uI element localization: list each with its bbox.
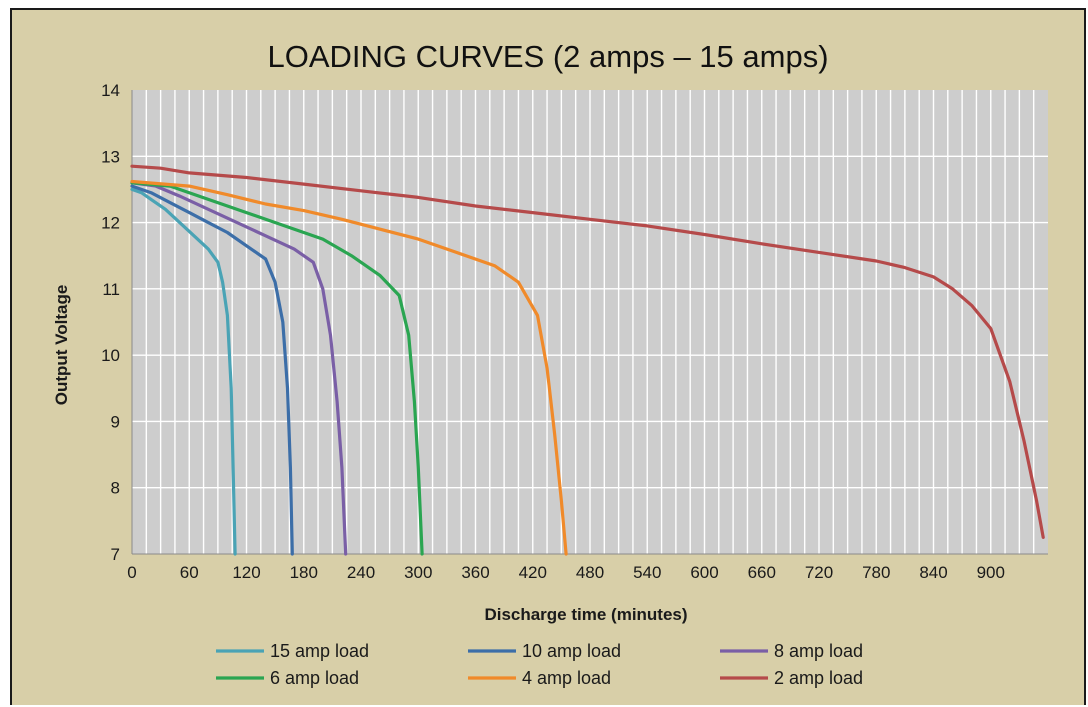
x-tick-label: 780 (862, 563, 890, 582)
x-axis-label: Discharge time (minutes) (484, 605, 687, 624)
series-line-6-amp-load (130, 181, 424, 556)
y-axis-label: Output Voltage (52, 285, 71, 406)
series-line-2-amp-load (130, 164, 1045, 539)
series-lines (130, 164, 1045, 556)
series-line-10-amp-load (130, 184, 294, 556)
loading-curves-chart: LOADING CURVES (2 amps – 15 amps) 0 60 120… (52, 39, 1048, 688)
y-tick-label: 9 (111, 412, 120, 431)
x-tick-label: 540 (633, 563, 661, 582)
y-tick-label: 11 (102, 280, 120, 299)
y-tick-label: 10 (101, 346, 120, 365)
x-tick-label: 840 (919, 563, 947, 582)
y-tick-label: 12 (101, 214, 120, 233)
legend-label: 10 amp load (522, 641, 621, 661)
x-tick-label: 480 (576, 563, 604, 582)
legend: 15 amp load 10 amp load 8 amp load 6 amp lo… (216, 641, 863, 688)
y-tick-label: 14 (101, 81, 120, 100)
legend-label: 15 amp load (270, 641, 369, 661)
series-line-15-amp-load (130, 187, 237, 556)
x-tick-label: 0 (127, 563, 136, 582)
x-tick-label: 720 (805, 563, 833, 582)
chart-frame: LOADING CURVES (2 amps – 15 amps) 0 60 120… (10, 8, 1086, 705)
x-tick-label: 60 (180, 563, 199, 582)
axis-ticks: 0 60 120 180 240 300 360 420 480 540 600 660 720 780 8… (101, 81, 1005, 582)
legend-label: 6 amp load (270, 668, 359, 688)
y-tick-label: 7 (111, 545, 120, 564)
series-line-8-amp-load (130, 181, 348, 556)
y-tick-label: 8 (111, 479, 120, 498)
chart-title: LOADING CURVES (2 amps – 15 amps) (267, 39, 828, 74)
x-tick-label: 240 (347, 563, 375, 582)
x-tick-label: 600 (690, 563, 718, 582)
x-tick-label: 180 (290, 563, 318, 582)
legend-label: 4 amp load (522, 668, 611, 688)
x-tick-label: 360 (461, 563, 489, 582)
x-tick-label: 660 (748, 563, 776, 582)
x-tick-label: 300 (404, 563, 432, 582)
legend-label: 2 amp load (774, 668, 863, 688)
x-tick-label: 900 (977, 563, 1005, 582)
series-line-4-amp-load (130, 179, 568, 556)
y-tick-label: 13 (101, 147, 120, 166)
legend-label: 8 amp load (774, 641, 863, 661)
x-tick-label: 120 (232, 563, 260, 582)
x-tick-label: 420 (519, 563, 547, 582)
